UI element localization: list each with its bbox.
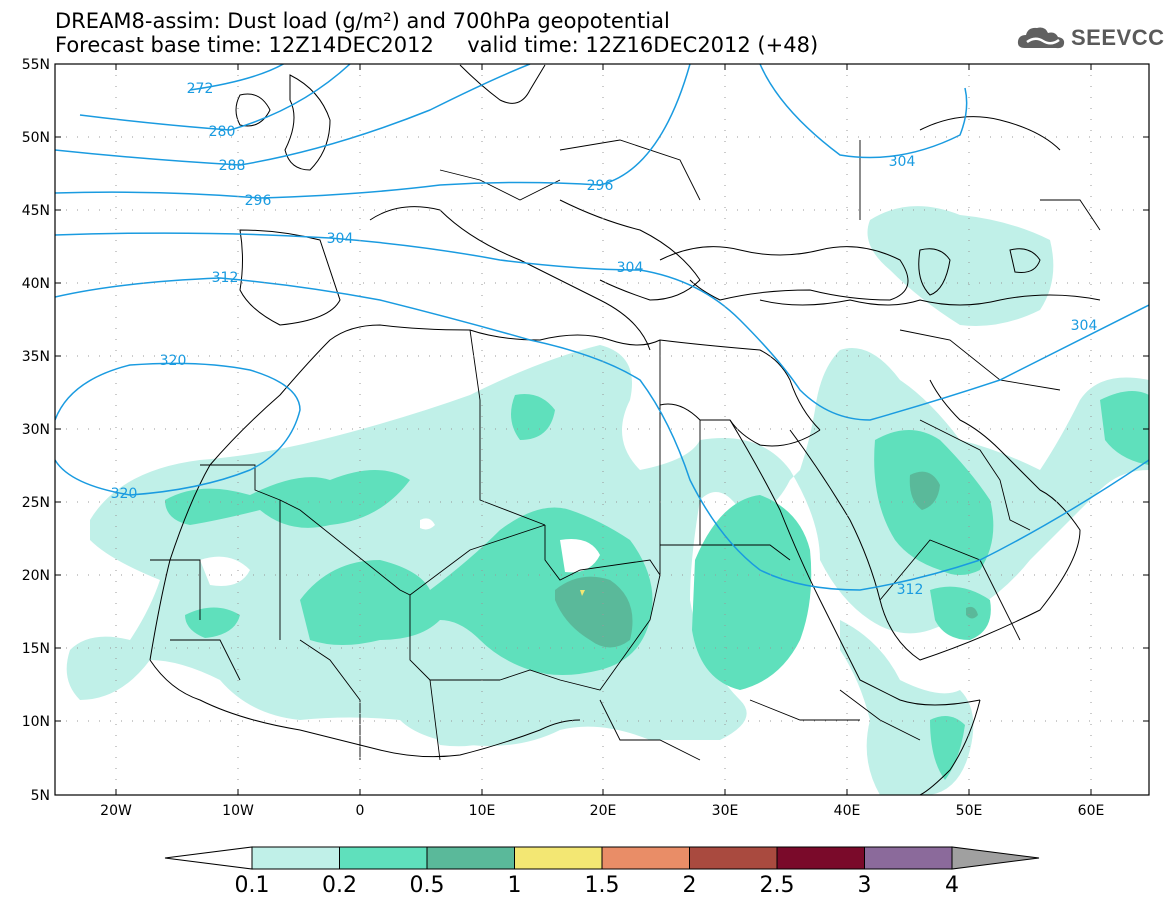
contour-label: 304 — [889, 154, 916, 170]
colorbar-segment — [514, 846, 603, 870]
contour-label: 304 — [617, 260, 644, 276]
contour-label: 312 — [212, 270, 239, 286]
colorbar-labels: 0.1 0.2 0.5 1 1.5 2 2.5 3 4 — [235, 873, 960, 898]
colorbar-segment — [426, 846, 515, 870]
lat-label: 40N — [22, 276, 50, 292]
lon-label: 30E — [712, 803, 739, 819]
dust-shading-yellow — [580, 590, 585, 596]
colorbar-segment — [689, 846, 778, 870]
colorbar-segment — [251, 846, 340, 870]
lon-label: 0 — [356, 803, 365, 819]
lon-label: 20E — [590, 803, 617, 819]
geopotential-contours — [55, 64, 1149, 591]
colorbar-segment — [601, 846, 690, 870]
dust-shading-dark — [555, 471, 978, 648]
lat-label: 50N — [22, 130, 50, 146]
colorbar-label: 0.1 — [235, 873, 270, 898]
contour-label: 288 — [219, 158, 246, 174]
lat-label: 25N — [22, 495, 50, 511]
cloud-icon — [1017, 27, 1065, 49]
contour-label: 312 — [897, 582, 924, 598]
contour-label: 272 — [187, 81, 214, 97]
colorbar-label: 0.5 — [410, 873, 445, 898]
lat-label: 10N — [22, 714, 50, 730]
lon-label: 10W — [222, 803, 254, 819]
gridlines — [55, 64, 1149, 795]
map-title: DREAM8-assim: Dust load (g/m²) and 700hP… — [55, 9, 670, 33]
colorbar — [164, 846, 1040, 870]
logo-text: SEEVCCC — [1071, 25, 1165, 50]
colorbar-segment — [951, 846, 1040, 870]
contour-label: 304 — [1071, 318, 1098, 334]
contour-label-group: 272 280 288 296 296 304 304 304 304 312 … — [111, 81, 1098, 598]
lon-label: 10E — [469, 803, 496, 819]
lon-label: 50E — [956, 803, 983, 819]
lat-label: 55N — [22, 57, 50, 73]
lat-label: 5N — [31, 788, 50, 804]
contour-label: 320 — [111, 486, 138, 502]
forecast-time-line: Forecast base time: 12Z14DEC2012 valid t… — [55, 33, 819, 57]
lat-label: 15N — [22, 641, 50, 657]
lon-label: 20W — [100, 803, 132, 819]
dust-gaps — [200, 518, 600, 586]
lon-axis: 20W 10W 0 10E 20E 30E 40E 50E 60E — [100, 64, 1104, 819]
colorbar-label: 2 — [683, 873, 697, 898]
colorbar-segment — [339, 846, 428, 870]
colorbar-label: 2.5 — [760, 873, 795, 898]
colorbar-label: 1 — [508, 873, 522, 898]
lon-label: 40E — [834, 803, 861, 819]
lat-label: 30N — [22, 422, 50, 438]
colorbar-label: 1.5 — [585, 873, 620, 898]
colorbar-label: 0.2 — [322, 873, 357, 898]
lon-label: 60E — [1078, 803, 1105, 819]
seevccc-logo: SEEVCCC — [1015, 22, 1165, 54]
lat-axis: 55N 50N 45N 40N 35N 30N 25N 20N 15N 10N … — [22, 57, 1149, 804]
contour-label: 320 — [160, 353, 187, 369]
map-plot-area: 272 280 288 296 296 304 304 304 304 312 … — [55, 64, 1149, 795]
lat-label: 20N — [22, 568, 50, 584]
colorbar-segment — [776, 846, 865, 870]
contour-label: 296 — [245, 193, 272, 209]
colorbar-segment — [864, 846, 953, 870]
colorbar-label: 4 — [945, 873, 959, 898]
contour-label: 280 — [209, 124, 236, 140]
contour-label: 296 — [587, 178, 614, 194]
lat-label: 45N — [22, 203, 50, 219]
lat-label: 35N — [22, 349, 50, 365]
contour-label: 304 — [327, 231, 354, 247]
colorbar-segment — [164, 846, 253, 870]
coastlines — [149, 64, 1101, 795]
colorbar-label: 3 — [858, 873, 872, 898]
